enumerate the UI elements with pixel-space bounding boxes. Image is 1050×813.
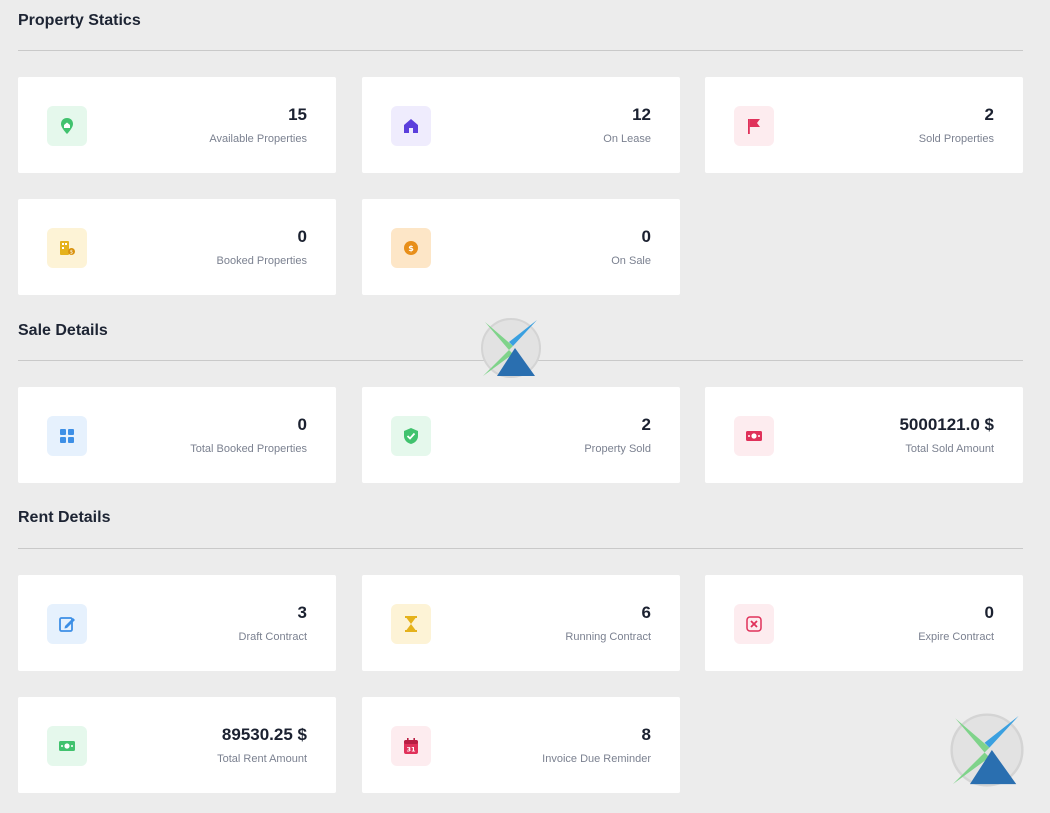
divider <box>18 548 1023 549</box>
grid-icon <box>47 416 87 456</box>
stat-value: 2 <box>641 415 651 434</box>
stat-label: Expire Contract <box>918 631 994 643</box>
stat-card-total-sold-amount[interactable]: 5000121.0 $ Total Sold Amount <box>705 387 1023 483</box>
property-statics-title: Property Statics <box>18 12 141 29</box>
shield-check-icon <box>391 416 431 456</box>
stat-card-total-rent-amount[interactable]: 89530.25 $ Total Rent Amount <box>18 697 336 793</box>
stat-label: Available Properties <box>209 133 307 145</box>
stat-value: 89530.25 $ <box>221 725 307 744</box>
stat-label: Total Rent Amount <box>217 753 307 765</box>
stat-card-total-booked-properties[interactable]: 0 Total Booked Properties <box>18 387 336 483</box>
stat-label: Total Booked Properties <box>190 443 307 455</box>
home-pin-icon <box>47 106 87 146</box>
rent-details-title: Rent Details <box>18 509 111 526</box>
svg-text:31: 31 <box>406 746 416 754</box>
stat-label: Invoice Due Reminder <box>542 753 651 765</box>
stat-value: 0 <box>641 227 651 246</box>
stat-card-sold-properties[interactable]: 2 Sold Properties <box>705 77 1023 173</box>
logo-icon <box>948 710 1026 790</box>
close-box-icon <box>734 604 774 644</box>
stat-card-invoice-due-reminder[interactable]: 31 8 Invoice Due Reminder <box>362 697 680 793</box>
building-coins-icon: $ <box>47 228 87 268</box>
stat-card-expire-contract[interactable]: 0 Expire Contract <box>705 575 1023 671</box>
stat-label: Booked Properties <box>216 255 308 267</box>
svg-text:$: $ <box>70 250 73 256</box>
stat-card-draft-contract[interactable]: 3 Draft Contract <box>18 575 336 671</box>
sale-tag-icon: $ <box>391 228 431 268</box>
stat-value: 0 <box>297 415 307 434</box>
stat-card-on-lease[interactable]: 12 On Lease <box>362 77 680 173</box>
stat-label: Total Sold Amount <box>905 443 994 455</box>
banknote-icon <box>734 416 774 456</box>
stat-label: Sold Properties <box>918 133 994 145</box>
stat-card-property-sold[interactable]: 2 Property Sold <box>362 387 680 483</box>
logo-icon <box>479 316 543 380</box>
stat-value: 0 <box>984 603 994 622</box>
calendar-icon: 31 <box>391 726 431 766</box>
stat-label: On Sale <box>611 255 651 267</box>
divider <box>18 50 1023 51</box>
flag-icon <box>734 106 774 146</box>
svg-text:$: $ <box>408 244 414 253</box>
stat-card-running-contract[interactable]: 6 Running Contract <box>362 575 680 671</box>
stat-card-available-properties[interactable]: 15 Available Properties <box>18 77 336 173</box>
stat-value: 6 <box>641 603 651 622</box>
stat-value: 12 <box>632 105 651 124</box>
edit-icon <box>47 604 87 644</box>
stat-label: Running Contract <box>565 631 651 643</box>
house-icon <box>391 106 431 146</box>
stat-value: 5000121.0 $ <box>899 415 994 434</box>
stat-value: 8 <box>641 725 651 744</box>
stat-value: 2 <box>984 105 994 124</box>
stat-card-on-sale[interactable]: $ 0 On Sale <box>362 199 680 295</box>
sale-details-title: Sale Details <box>18 322 108 339</box>
stat-label: Draft Contract <box>238 631 307 643</box>
stat-label: On Lease <box>603 133 651 145</box>
stat-label: Property Sold <box>584 443 651 455</box>
stat-value: 0 <box>297 227 307 246</box>
banknote-icon <box>47 726 87 766</box>
stat-value: 15 <box>288 105 307 124</box>
hourglass-icon <box>391 604 431 644</box>
stat-card-booked-properties[interactable]: $ 0 Booked Properties <box>18 199 336 295</box>
stat-value: 3 <box>297 603 307 622</box>
